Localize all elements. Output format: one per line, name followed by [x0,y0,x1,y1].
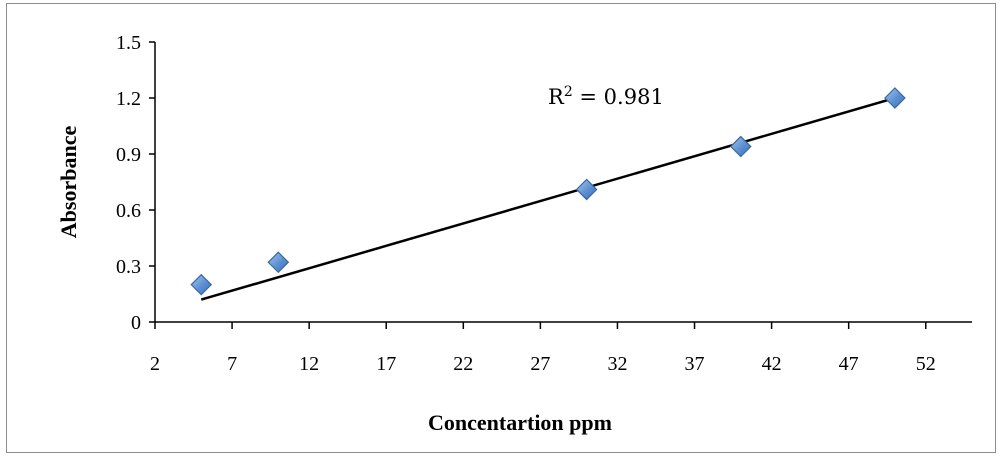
linear-trendline [200,96,896,301]
r-squared-value: = 0.981 [573,85,664,109]
x-tick-label: 47 [839,353,859,375]
y-tick-label: 0.3 [116,256,141,278]
data-point-diamond [267,251,290,274]
y-tick-label: 0 [131,312,141,334]
r-squared-annotation: R2 = 0.981 [548,84,664,109]
r-squared-superscript: 2 [564,84,573,100]
x-axis-title: Concentartion ppm [428,410,612,435]
x-tick-label: 27 [530,353,550,375]
x-tick-label: 52 [916,353,936,375]
x-tick-label: 37 [685,353,705,375]
r-squared-prefix: R [548,85,565,109]
y-tick-label: 0.9 [116,144,141,166]
y-tick-label: 1.5 [116,32,141,54]
trendline-group [200,96,896,301]
data-point-diamond [575,178,598,201]
data-point-diamond [190,273,213,296]
x-tick-label: 2 [150,353,160,375]
x-ticks: 2 7 12 17 22 27 32 37 42 47 52 [150,322,936,375]
data-point-diamond [729,135,752,158]
x-tick-label: 12 [299,353,319,375]
x-tick-label: 22 [453,353,473,375]
x-tick-label: 17 [376,353,396,375]
x-tick-label: 42 [762,353,782,375]
axes [154,42,972,323]
y-ticks: 0 0.3 0.6 0.9 1.2 1.5 [116,32,155,334]
y-tick-label: 1.2 [116,88,141,110]
x-tick-label: 32 [607,353,627,375]
data-points [190,87,906,296]
y-tick-label: 0.6 [116,200,141,222]
chart-frame [6,3,996,453]
x-tick-label: 7 [227,353,237,375]
y-axis-title: Absorbance [56,126,81,239]
data-point-diamond [884,87,906,109]
